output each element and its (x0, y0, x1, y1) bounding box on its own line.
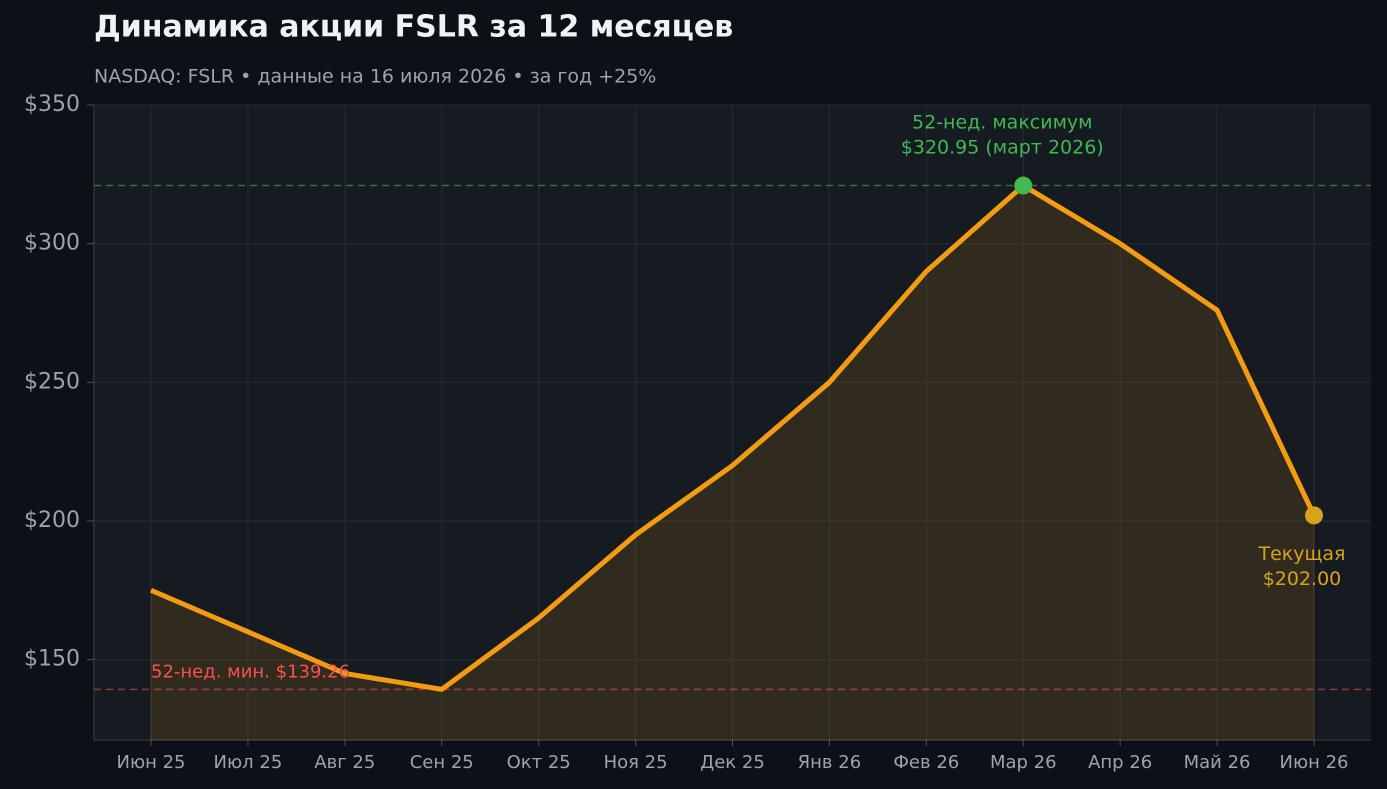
current-annotation: $202.00 (1263, 568, 1342, 590)
low-annotation: 52-нед. мин. $139.26 (151, 661, 350, 682)
x-tick-label: Окт 25 (507, 752, 571, 773)
line (150, 183, 1317, 692)
y-tick-label: $200 (24, 508, 80, 533)
x-tick-label: Фев 26 (893, 752, 959, 773)
x-tick-label: Мар 26 (990, 752, 1057, 773)
high-annotation: $320.95 (март 2026) (901, 137, 1104, 159)
current-annotation: Текущая (1258, 543, 1346, 565)
x-tick-label: Ноя 25 (604, 752, 668, 773)
y-tick-label: $300 (24, 231, 80, 256)
x-tick-label: Апр 26 (1088, 752, 1152, 773)
y-tick-label: $250 (24, 369, 80, 394)
x-tick-label: Сен 25 (410, 752, 474, 773)
high-marker (1014, 176, 1033, 195)
x-tick-label: Авг 25 (314, 752, 375, 773)
x-tick-label: Янв 26 (798, 752, 862, 773)
x-tick-label: Июн 25 (116, 752, 185, 773)
y-tick-label: $350 (24, 92, 80, 117)
current-marker (1305, 506, 1323, 525)
x-tick-label: Июн 26 (1279, 752, 1348, 773)
chart-title: Динамика акции FSLR за 12 месяцев (94, 10, 733, 45)
x-tick-label: Июл 25 (214, 752, 283, 773)
chart-subtitle: NASDAQ: FSLR • данные на 16 июля 2026 • … (94, 66, 656, 88)
x-tick-label: Дек 25 (700, 752, 765, 773)
high-annotation: 52-нед. максимум (912, 112, 1093, 134)
y-tick-label: $150 (24, 647, 80, 672)
x-tick-label: Май 26 (1184, 752, 1251, 773)
